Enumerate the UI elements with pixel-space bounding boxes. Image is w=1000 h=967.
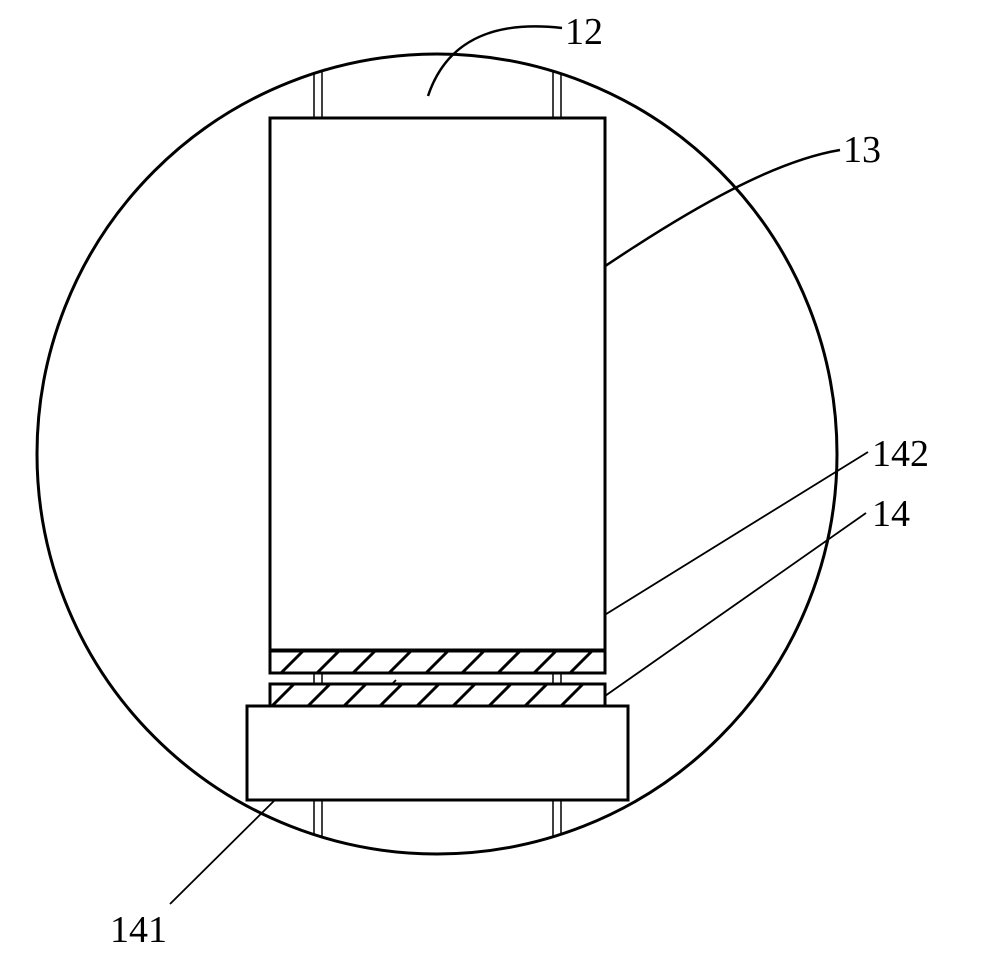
leader-l14 (605, 513, 866, 696)
part-13 (270, 118, 605, 650)
leader-l12 (428, 26, 562, 96)
base-block (247, 706, 628, 800)
label-14: 14 (872, 492, 910, 536)
part-141 (270, 684, 605, 706)
label-13: 13 (843, 128, 881, 172)
label-142: 142 (872, 432, 929, 476)
leader-l13 (573, 150, 840, 288)
part-142 (270, 651, 605, 673)
label-12: 12 (565, 10, 603, 54)
label-141: 141 (110, 908, 167, 952)
